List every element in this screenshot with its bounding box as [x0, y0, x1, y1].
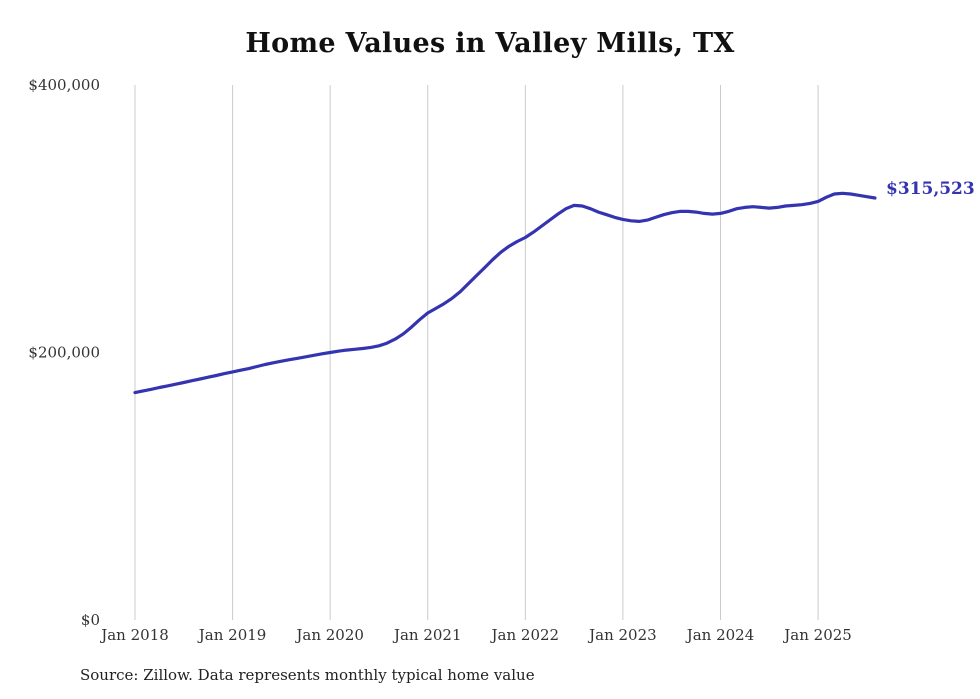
x-tick-label: Jan 2023 — [587, 626, 657, 644]
x-tick-label: Jan 2018 — [99, 626, 169, 644]
home-value-line — [133, 191, 877, 395]
x-tick-label: Jan 2019 — [197, 626, 267, 644]
x-tick-label: Jan 2020 — [294, 626, 364, 644]
x-tick-label: Jan 2024 — [685, 626, 755, 644]
chart-title: Home Values in Valley Mills, TX — [245, 28, 735, 59]
y-tick-label: $0 — [81, 611, 100, 629]
latest-value-label: $315,523 — [886, 179, 975, 199]
source-note: Source: Zillow. Data represents monthly … — [80, 666, 535, 684]
x-tick-label: Jan 2021 — [392, 626, 462, 644]
y-tick-label: $200,000 — [28, 344, 100, 362]
x-tick-label: Jan 2025 — [782, 626, 852, 644]
y-tick-label: $400,000 — [28, 76, 100, 94]
x-tick-label: Jan 2022 — [490, 626, 560, 644]
